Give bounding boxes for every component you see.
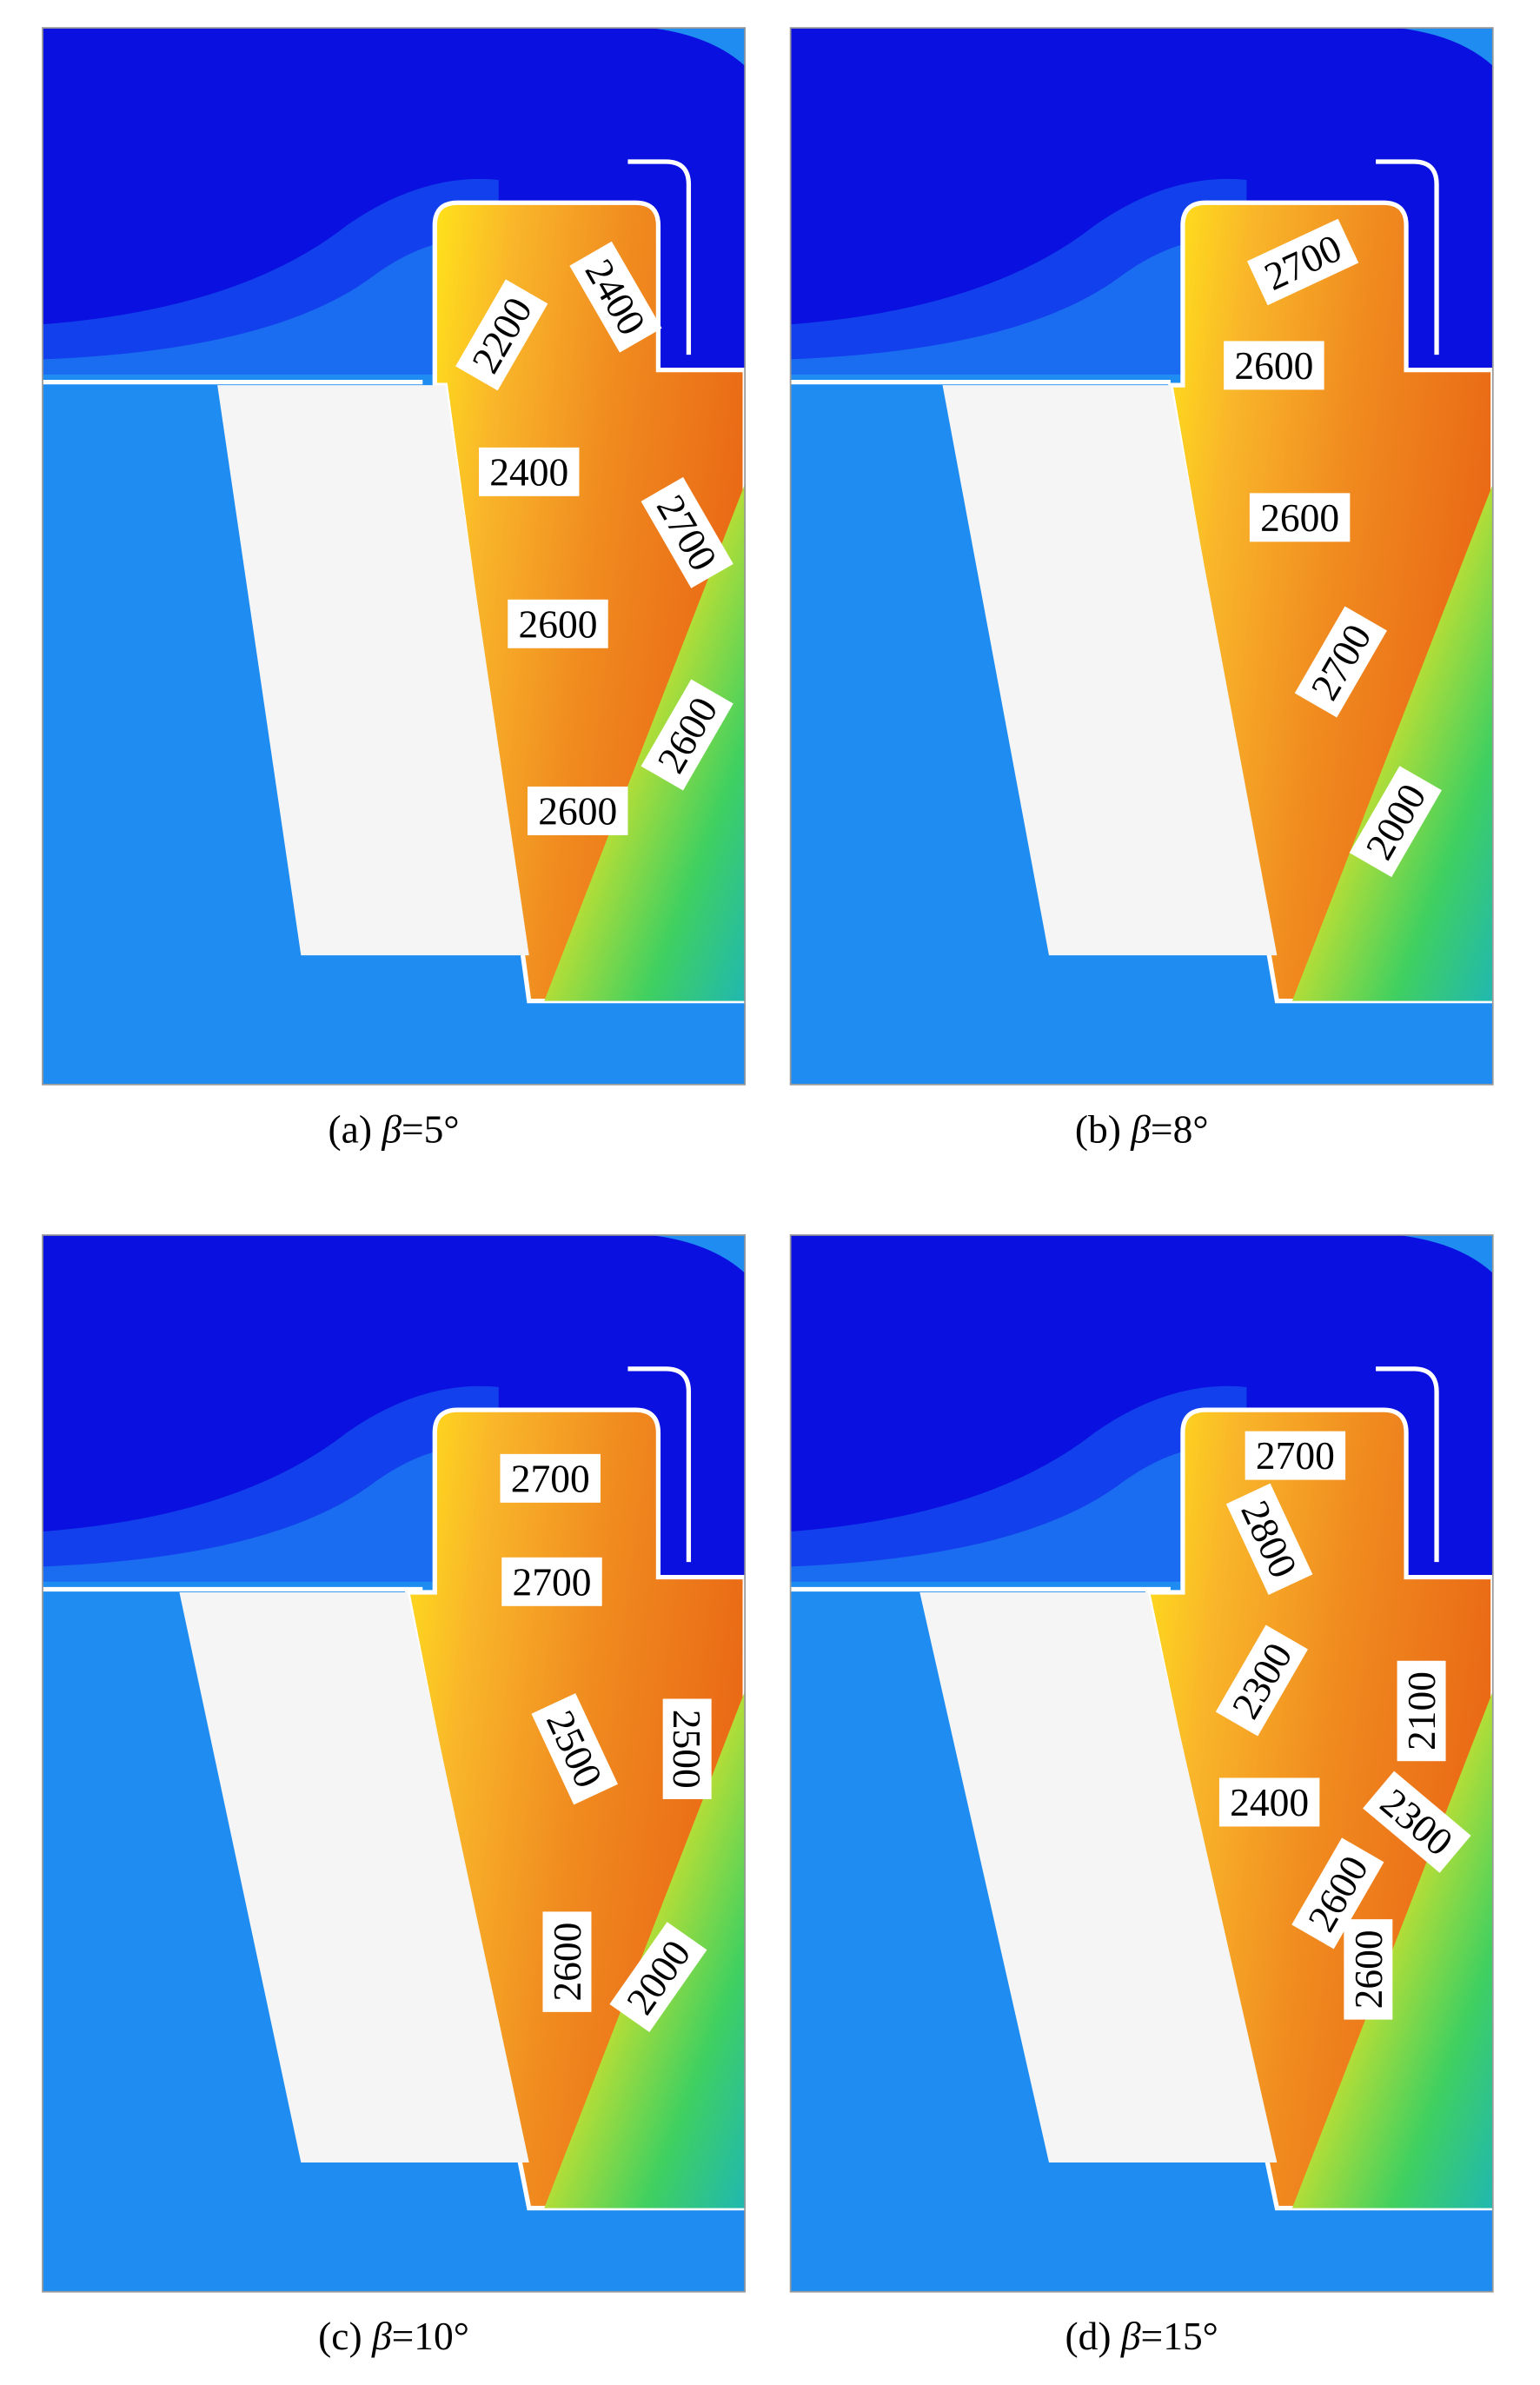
caption-angle: =15° <box>1141 2314 1218 2358</box>
frame <box>789 27 1494 1086</box>
blade <box>217 385 529 956</box>
caption: (b) β=8° <box>1075 1106 1209 1151</box>
caption-space <box>362 2314 372 2358</box>
label-box <box>1294 606 1387 718</box>
caption-symbol: β <box>1130 1106 1151 1151</box>
guide-line <box>1376 159 1439 355</box>
contour-label: 2600 <box>1249 493 1351 542</box>
label-box <box>1215 1624 1308 1737</box>
contour-value: 2700 <box>1256 1433 1335 1478</box>
label-box <box>641 679 733 791</box>
caption-symbol: β <box>381 1106 402 1151</box>
contour-label: 2000 <box>1349 766 1442 878</box>
caption-label: (a) <box>329 1106 372 1151</box>
contour-label: 2500 <box>662 1698 712 1799</box>
contour-value: 2600 <box>545 1923 589 2002</box>
blade <box>919 1592 1278 2163</box>
guide-line <box>1376 1366 1439 1563</box>
contour-value: 2100 <box>1399 1671 1444 1751</box>
label-box <box>508 599 608 648</box>
contour-label: 2600 <box>1224 341 1324 390</box>
contour-value: 2700 <box>513 1559 592 1604</box>
label-box <box>501 1557 602 1606</box>
label-box <box>1224 341 1324 390</box>
contour-value: 2700 <box>511 1456 590 1500</box>
caption-space <box>1112 2314 1121 2358</box>
label-box <box>662 1698 712 1799</box>
contour-label: 2100 <box>1397 1660 1446 1762</box>
frame <box>42 1234 747 2293</box>
label-box <box>1344 1919 1393 2020</box>
contour-label: 2400 <box>479 447 580 496</box>
label-box <box>1291 1837 1384 1950</box>
label-box <box>1245 1431 1346 1480</box>
label-box <box>1246 218 1359 306</box>
caption-symbol: β <box>1120 2314 1141 2358</box>
contour-value: 2600 <box>538 788 617 833</box>
contour-value: 2600 <box>1346 1930 1391 2009</box>
caption: (c) β=10° <box>318 2314 469 2358</box>
caption-space <box>372 1106 382 1151</box>
contour-label: 2600 <box>508 599 608 648</box>
band-inner <box>790 239 1231 375</box>
caption-angle: =8° <box>1151 1106 1209 1151</box>
contour-value: 2400 <box>1230 1780 1309 1824</box>
guide-line <box>627 1366 692 1563</box>
contour-label: 2600 <box>527 786 628 835</box>
label-box <box>527 786 628 835</box>
label-box <box>455 279 548 391</box>
caption-angle: =5° <box>402 1106 460 1151</box>
contour-label: 2600 <box>542 1911 592 2012</box>
contour-label: 2700 <box>1245 1431 1346 1480</box>
caption-angle: =10° <box>392 2314 469 2358</box>
contour-label: 2600 <box>1344 1919 1393 2020</box>
label-box <box>531 1693 618 1805</box>
caption-label: (d) <box>1065 2314 1112 2358</box>
caption: (a) β=5° <box>329 1106 460 1151</box>
contour-label: 2400 <box>1218 1777 1320 1827</box>
contour-label: 2700 <box>500 1453 601 1503</box>
contour-value: 2600 <box>519 601 598 646</box>
caption: (d) β=15° <box>1065 2314 1218 2358</box>
blade <box>942 385 1278 956</box>
label-box <box>500 1453 601 1503</box>
label-box <box>1363 1770 1471 1873</box>
label-box <box>1218 1777 1320 1827</box>
caption-label: (b) <box>1075 1106 1121 1151</box>
contour-label: 2700 <box>501 1557 602 1606</box>
label-box <box>641 476 733 588</box>
band-inner <box>42 1446 484 1582</box>
frame <box>789 1234 1494 2293</box>
band-inner <box>42 239 484 375</box>
contour-value: 2400 <box>489 449 568 494</box>
label-box <box>609 1922 707 2032</box>
band-inner <box>790 1446 1231 1582</box>
label-box <box>542 1911 592 2012</box>
contour-value: 2600 <box>1234 343 1313 388</box>
contour-value: 2500 <box>665 1710 709 1789</box>
blade <box>179 1592 529 2163</box>
caption-space <box>1121 1106 1131 1151</box>
guide-line <box>627 159 692 355</box>
label-box <box>1249 493 1351 542</box>
label-box <box>1349 766 1442 878</box>
label-box <box>479 447 580 496</box>
caption-symbol: β <box>371 2314 392 2358</box>
frame <box>42 27 747 1086</box>
label-box <box>1397 1660 1446 1762</box>
label-box <box>569 241 662 353</box>
caption-label: (c) <box>318 2314 362 2358</box>
contour-value: 2600 <box>1260 495 1339 540</box>
label-box <box>1225 1483 1313 1595</box>
